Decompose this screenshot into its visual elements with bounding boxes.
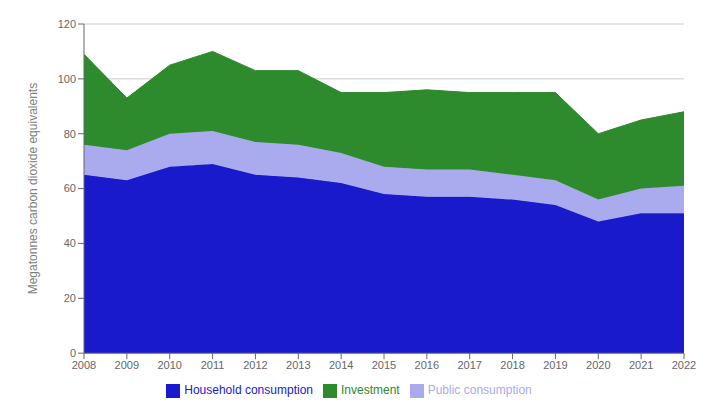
svg-text:2011: 2011 xyxy=(201,359,225,371)
svg-text:2021: 2021 xyxy=(629,359,653,371)
svg-text:2012: 2012 xyxy=(243,359,267,371)
html-text:Household consumption: Household consumption xyxy=(184,383,313,398)
svg-text:60: 60 xyxy=(64,182,76,194)
svg-text:2017: 2017 xyxy=(457,359,481,371)
svg-text:2022: 2022 xyxy=(672,359,696,371)
svg-text:Megatonnes carbon dioxide equi: Megatonnes carbon dioxide equivalents xyxy=(26,83,40,294)
svg-text:2013: 2013 xyxy=(286,359,310,371)
html-text:Investment: Investment xyxy=(341,383,400,398)
svg-text:2008: 2008 xyxy=(72,359,96,371)
svg-text:20: 20 xyxy=(64,292,76,304)
svg-text:120: 120 xyxy=(58,18,76,30)
svg-text:0: 0 xyxy=(70,347,76,359)
svg-text:40: 40 xyxy=(64,237,76,249)
html-text:Public consumption: Public consumption xyxy=(427,383,532,398)
svg-text:2014: 2014 xyxy=(329,359,353,371)
svg-text:2010: 2010 xyxy=(157,359,181,371)
svg-text:100: 100 xyxy=(58,73,76,85)
svg-text:2016: 2016 xyxy=(415,359,439,371)
svg-text:2019: 2019 xyxy=(543,359,567,371)
svg-text:80: 80 xyxy=(64,128,76,140)
svg-text:2018: 2018 xyxy=(500,359,524,371)
svg-text:2015: 2015 xyxy=(372,359,396,371)
svg-text:2020: 2020 xyxy=(586,359,610,371)
svg-text:2009: 2009 xyxy=(115,359,139,371)
